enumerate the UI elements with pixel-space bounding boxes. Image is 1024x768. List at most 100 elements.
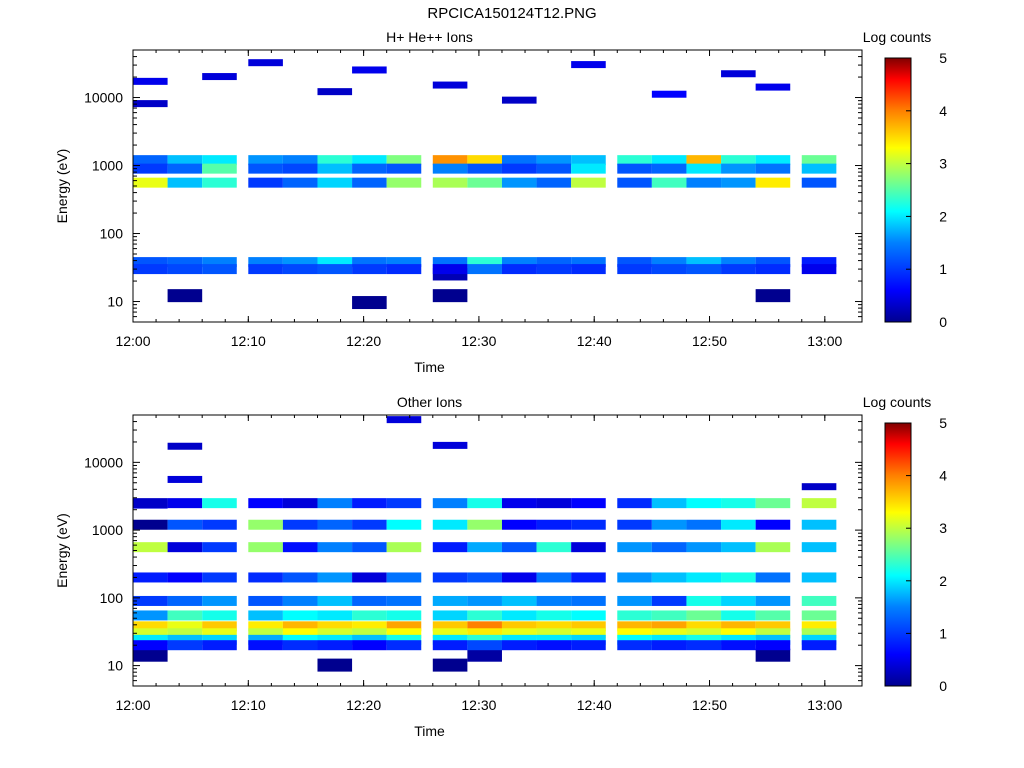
spectrogram-cells bbox=[133, 59, 837, 310]
spectrogram-cell bbox=[386, 257, 422, 268]
spectrogram-cell bbox=[651, 163, 687, 174]
spectrogram-cell bbox=[133, 100, 168, 108]
spectrogram-cell bbox=[536, 519, 572, 530]
spectrogram-cell bbox=[651, 640, 687, 651]
spectrogram-cell bbox=[352, 155, 387, 166]
spectrogram-cell bbox=[202, 264, 237, 275]
y-tick-label: 10 bbox=[107, 294, 123, 310]
x-tick-label: 12:50 bbox=[692, 333, 727, 349]
spectrogram-cell bbox=[352, 296, 387, 310]
spectrogram-cell bbox=[317, 542, 353, 553]
spectrogram-cell bbox=[317, 658, 353, 672]
spectrogram-cell bbox=[617, 163, 652, 174]
spectrogram-cell bbox=[282, 621, 318, 632]
spectrogram-cell bbox=[721, 621, 756, 632]
spectrogram-cell bbox=[571, 572, 606, 583]
spectrogram-cell bbox=[651, 257, 687, 268]
spectrogram-cell bbox=[248, 621, 283, 632]
x-tick-label: 13:00 bbox=[807, 333, 842, 349]
spectrogram-cell bbox=[202, 155, 237, 166]
spectrogram-cell bbox=[133, 77, 168, 85]
spectrogram-cell bbox=[721, 572, 756, 583]
spectrogram-cell bbox=[467, 640, 502, 651]
spectrogram-cell bbox=[386, 416, 422, 424]
spectrogram-cell bbox=[755, 595, 791, 606]
spectrogram-cell bbox=[536, 595, 572, 606]
spectrogram-cell bbox=[282, 542, 318, 553]
spectrogram-cell bbox=[571, 163, 606, 174]
spectrogram-cell bbox=[432, 610, 468, 621]
spectrogram-cell bbox=[133, 648, 168, 662]
spectrogram-cell bbox=[501, 634, 537, 645]
spectrogram-cell bbox=[571, 155, 606, 166]
spectrogram-cell bbox=[317, 519, 353, 530]
spectrogram-cell bbox=[432, 621, 468, 632]
spectrogram-cell bbox=[755, 648, 791, 662]
spectrogram-cell bbox=[617, 610, 652, 621]
spectrogram-cell bbox=[467, 264, 502, 275]
spectrogram-cell bbox=[248, 155, 283, 166]
spectrogram-cell bbox=[167, 289, 203, 303]
spectrogram-cell bbox=[282, 628, 318, 639]
spectrogram-cell bbox=[167, 610, 203, 621]
spectrogram-cell bbox=[536, 610, 572, 621]
spectrogram-cell bbox=[282, 498, 318, 509]
colorbar-label: Log counts bbox=[863, 29, 932, 45]
spectrogram-cell bbox=[755, 628, 791, 639]
spectrogram-cell bbox=[755, 640, 791, 651]
spectrogram-cell bbox=[167, 634, 203, 645]
spectrogram-cell bbox=[755, 572, 791, 583]
spectrogram-cell bbox=[248, 634, 283, 645]
spectrogram-cell bbox=[167, 257, 203, 268]
spectrogram-cell bbox=[617, 542, 652, 553]
spectrogram-cell bbox=[617, 264, 652, 275]
colorbar-tick-label: 2 bbox=[939, 208, 947, 224]
spectrogram-cell bbox=[248, 542, 283, 553]
spectrogram-cell bbox=[167, 177, 203, 188]
spectrogram-cell bbox=[467, 648, 502, 662]
spectrogram-cell bbox=[571, 542, 606, 553]
spectrogram-cell bbox=[651, 519, 687, 530]
spectrogram-cell bbox=[721, 257, 756, 268]
spectrogram-cell bbox=[248, 610, 283, 621]
spectrogram-cell bbox=[432, 519, 468, 530]
spectrogram-cell bbox=[167, 621, 203, 632]
spectrogram-cell bbox=[755, 519, 791, 530]
spectrogram-cell bbox=[133, 640, 168, 651]
spectrogram-cell bbox=[651, 264, 687, 275]
spectrogram-cell bbox=[202, 73, 237, 81]
spectrogram-cell bbox=[167, 264, 203, 275]
spectrogram-cell bbox=[167, 498, 203, 509]
spectrogram-cell bbox=[536, 572, 572, 583]
spectrogram-cell bbox=[536, 640, 572, 651]
spectrogram-cell bbox=[651, 610, 687, 621]
spectrogram-cell bbox=[467, 628, 502, 639]
spectrogram-cell bbox=[686, 634, 722, 645]
spectrogram-cell bbox=[202, 628, 237, 639]
spectrogram-cell bbox=[282, 163, 318, 174]
colorbar-tick-label: 5 bbox=[939, 415, 947, 431]
y-tick-label: 100 bbox=[100, 590, 124, 606]
spectrogram-cell bbox=[617, 155, 652, 166]
spectrogram-cell bbox=[501, 595, 537, 606]
spectrogram-cell bbox=[721, 70, 756, 78]
colorbar-tick-label: 0 bbox=[939, 314, 947, 330]
spectrogram-cell bbox=[721, 155, 756, 166]
spectrogram-cell bbox=[571, 640, 606, 651]
spectrogram-cell bbox=[432, 264, 468, 275]
spectrogram-cell bbox=[755, 610, 791, 621]
spectrogram-cell bbox=[721, 264, 756, 275]
spectrogram-cell bbox=[432, 498, 468, 509]
spectrogram-cell bbox=[352, 621, 387, 632]
spectrogram-cell bbox=[651, 595, 687, 606]
spectrogram-cell bbox=[755, 83, 791, 91]
spectrogram-cell bbox=[536, 542, 572, 553]
spectrogram-cell bbox=[282, 264, 318, 275]
spectrogram-cell bbox=[248, 595, 283, 606]
spectrogram-cell bbox=[617, 257, 652, 268]
spectrogram-cell bbox=[386, 519, 422, 530]
y-axis-label: Energy (eV) bbox=[54, 513, 70, 588]
spectrogram-cell bbox=[721, 628, 756, 639]
x-tick-label: 12:30 bbox=[461, 333, 496, 349]
spectrogram-cell bbox=[432, 658, 468, 672]
